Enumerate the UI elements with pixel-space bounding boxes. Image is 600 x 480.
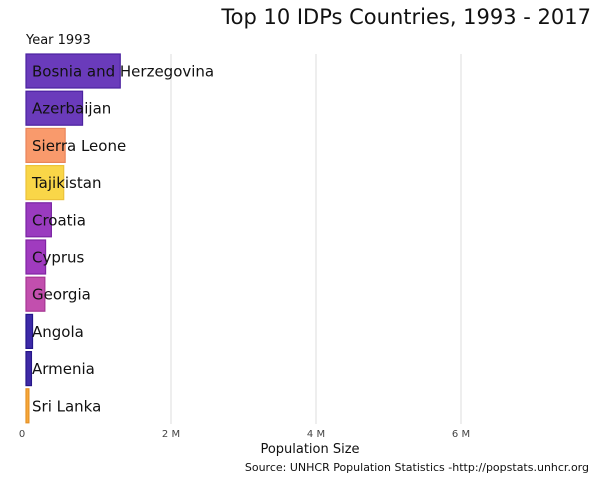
bar-category-label: Sri Lanka: [32, 397, 101, 415]
bar-category-label: Tajikistan: [31, 174, 101, 192]
bar: [25, 388, 30, 424]
label-layer: Bosnia and Herzegovina Azerbaijan Sierra L…: [31, 63, 214, 416]
chart-caption: Source: UNHCR Population Statistics -htt…: [245, 461, 589, 474]
x-tick-label: 4 M: [307, 429, 325, 440]
bar-category-label: Armenia: [32, 360, 95, 378]
bar-category-label: Cyprus: [32, 249, 85, 267]
bar: [25, 165, 65, 201]
bar-category-label: Bosnia and Herzegovina: [32, 63, 214, 81]
chart-subtitle: Year 1993: [25, 33, 91, 48]
bar-category-label: Angola: [32, 323, 84, 341]
chart-title: Top 10 IDPs Countries, 1993 - 2017: [220, 5, 591, 29]
bar: [25, 313, 34, 349]
bar-category-label: Azerbaijan: [32, 100, 111, 118]
bar: [25, 202, 52, 238]
x-axis-label: Population Size: [260, 442, 359, 457]
x-tick-label: 6 M: [452, 429, 470, 440]
bar-category-label: Georgia: [32, 286, 91, 304]
x-tick-label: 2 M: [162, 429, 180, 440]
x-tick-label: 0: [19, 429, 25, 440]
x-axis-ticks: 0 2 M 4 M 6 M: [19, 429, 470, 440]
bar: [25, 239, 47, 275]
bar: [25, 351, 33, 387]
bar: [25, 53, 121, 89]
bar-layer: [25, 53, 121, 424]
bar-category-label: Sierra Leone: [32, 137, 126, 155]
bar: [25, 90, 84, 126]
bar: [25, 127, 66, 163]
bar: [25, 276, 46, 312]
bar-category-label: Croatia: [32, 211, 86, 229]
grid-layer: [170, 54, 462, 424]
